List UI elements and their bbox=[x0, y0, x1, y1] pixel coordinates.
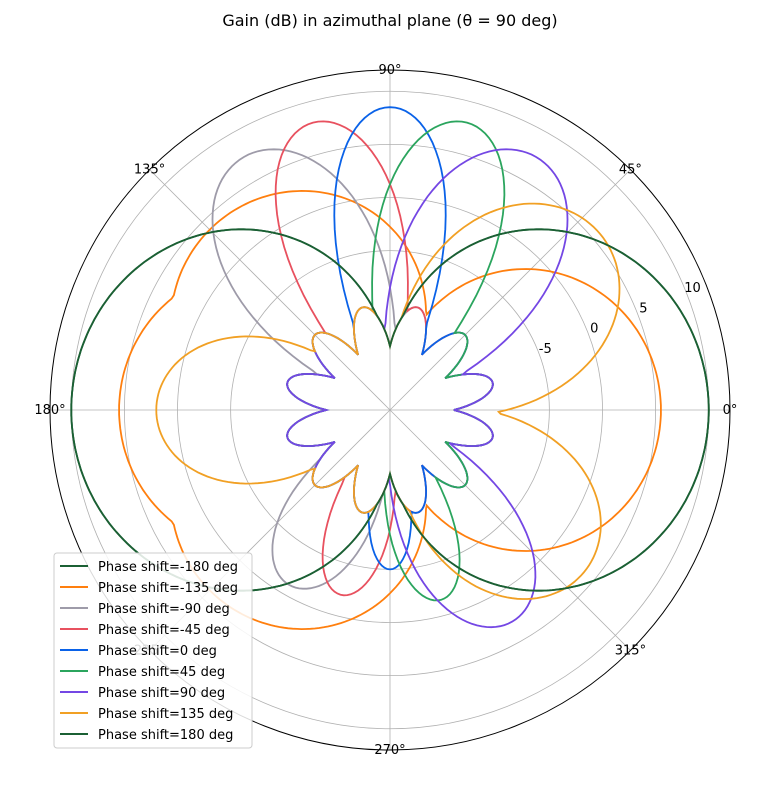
angular-gridline bbox=[389, 169, 631, 411]
angle-tick-label: 270° bbox=[374, 743, 405, 758]
angular-gridline bbox=[149, 169, 391, 411]
series-line bbox=[155, 202, 621, 600]
legend-label: Phase shift=-135 deg bbox=[98, 581, 238, 596]
series-line bbox=[70, 228, 710, 592]
series-line bbox=[118, 189, 662, 631]
radial-tick-label: 10 bbox=[684, 281, 701, 296]
legend-label: Phase shift=90 deg bbox=[98, 686, 225, 701]
angle-tick-label: 45° bbox=[619, 163, 642, 178]
series-layer bbox=[70, 106, 710, 631]
legend-label: Phase shift=180 deg bbox=[98, 728, 233, 743]
legend: Phase shift=-180 deg Phase shift=-135 deg… bbox=[53, 552, 253, 749]
polar-frame bbox=[49, 69, 731, 751]
legend-label: Phase shift=-90 deg bbox=[98, 602, 230, 617]
series-line bbox=[286, 148, 569, 629]
angular-gridline bbox=[389, 409, 631, 651]
legend-label: Phase shift=0 deg bbox=[98, 644, 217, 659]
legend-box bbox=[53, 552, 253, 749]
series-line bbox=[274, 120, 494, 597]
angle-tick-label: 315° bbox=[615, 643, 646, 658]
legend-label: Phase shift=-45 deg bbox=[98, 623, 230, 638]
angle-tick-label: 135° bbox=[134, 163, 165, 178]
radial-tick-label: -5 bbox=[539, 342, 552, 357]
angle-tick-label: 180° bbox=[34, 403, 65, 418]
legend-label: Phase shift=-180 deg bbox=[98, 560, 238, 575]
angle-tick-label: 90° bbox=[378, 63, 401, 78]
legend-label: Phase shift=135 deg bbox=[98, 707, 233, 722]
chart-title: Gain (dB) in azimuthal plane (θ = 90 deg… bbox=[222, 11, 557, 30]
legend-label: Phase shift=45 deg bbox=[98, 665, 225, 680]
angle-tick-label: 0° bbox=[723, 403, 738, 418]
radial-tick-label: 0 bbox=[590, 322, 598, 337]
series-line bbox=[211, 148, 494, 590]
radial-tick-label: 5 bbox=[639, 301, 647, 316]
